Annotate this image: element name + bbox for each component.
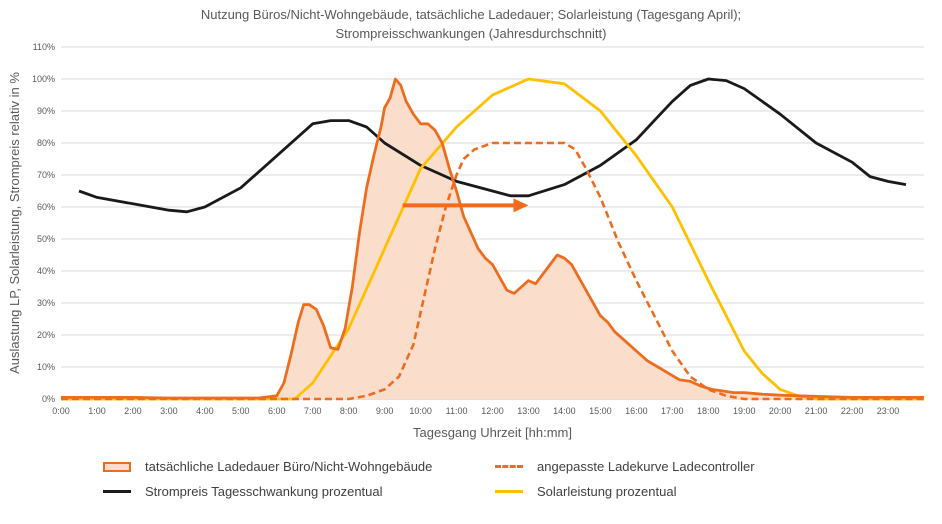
legend-swatch-ladekurve	[495, 465, 523, 469]
x-tick-label: 6:00	[268, 406, 286, 416]
legend-item-strompreis: Strompreis Tagesschwankung prozentual	[103, 483, 383, 499]
y-tick-label: 90%	[37, 106, 55, 116]
x-tick-label: 4:00	[196, 406, 214, 416]
ladedauer-area	[61, 79, 924, 399]
x-tick-label: 0:00	[52, 406, 70, 416]
shift-arrow-head	[513, 198, 529, 213]
chart-title-line-2: Strompreisschwankungen (Jahresdurchschni…	[335, 26, 607, 41]
legend-item-solar: Solarleistung prozentual	[495, 483, 676, 499]
y-axis-label: Auslastung LP, Solarleistung, Strompreis…	[7, 72, 22, 374]
strompreis-line	[78, 77, 907, 214]
y-tick-label: 10%	[37, 362, 55, 372]
x-tick-label: 16:00	[625, 406, 648, 416]
x-tick-label: 20:00	[769, 406, 792, 416]
x-tick-label: 10:00	[409, 406, 432, 416]
x-tick-label: 11:00	[446, 406, 468, 416]
legend-label-ladedauer: tatsächliche Ladedauer Büro/Nicht-Wohnge…	[145, 459, 433, 475]
x-tick-label: 7:00	[304, 406, 322, 416]
legend-label-solar: Solarleistung prozentual	[537, 484, 677, 500]
y-tick-label: 100%	[32, 74, 55, 84]
y-tick-label: 70%	[37, 170, 55, 180]
ladekurve-line	[61, 141, 924, 401]
y-tick-label: 80%	[37, 138, 55, 148]
legend-item-ladekurve: angepasste Ladekurve Ladecontroller	[495, 458, 755, 474]
x-tick-label: 9:00	[376, 406, 394, 416]
legend-swatch-strompreis	[103, 490, 131, 494]
legend-item-ladedauer: tatsächliche Ladedauer Büro/Nicht-Wohnge…	[103, 458, 432, 474]
x-tick-label: 3:00	[160, 406, 178, 416]
legend-swatch-solar	[495, 490, 523, 494]
y-tick-label: 40%	[37, 266, 55, 276]
legend-label-strompreis: Strompreis Tagesschwankung prozentual	[145, 484, 383, 500]
legend-swatch-ladedauer	[103, 461, 131, 472]
x-tick-label: 5:00	[232, 406, 250, 416]
x-tick-label: 21:00	[805, 406, 828, 416]
y-tick-label: 0%	[42, 394, 55, 404]
x-tick-label: 8:00	[340, 406, 358, 416]
y-tick-label: 60%	[37, 202, 55, 212]
y-tick-label: 30%	[37, 298, 55, 308]
chart-title-line-1: Nutzung Büros/Nicht-Wohngebäude, tatsäch…	[200, 7, 742, 22]
x-tick-label: 19:00	[733, 406, 756, 416]
ladedauer-line	[61, 77, 924, 400]
x-tick-label: 14:00	[553, 406, 576, 416]
x-tick-label: 13:00	[517, 406, 540, 416]
x-tick-label: 23:00	[877, 406, 900, 416]
legend-label-ladekurve: angepasste Ladekurve Ladecontroller	[537, 459, 755, 475]
x-tick-label: 1:00	[88, 406, 106, 416]
y-tick-label: 50%	[37, 234, 55, 244]
y-tick-label: 20%	[37, 330, 55, 340]
y-tick-label: 110%	[33, 42, 55, 52]
x-tick-label: 12:00	[481, 406, 504, 416]
x-tick-label: 15:00	[589, 406, 612, 416]
x-axis-label: Tagesgang Uhrzeit [hh:mm]	[413, 425, 572, 440]
x-tick-label: 22:00	[841, 406, 864, 416]
x-tick-label: 2:00	[124, 406, 142, 416]
x-tick-label: 17:00	[661, 406, 684, 416]
x-tick-label: 18:00	[697, 406, 720, 416]
